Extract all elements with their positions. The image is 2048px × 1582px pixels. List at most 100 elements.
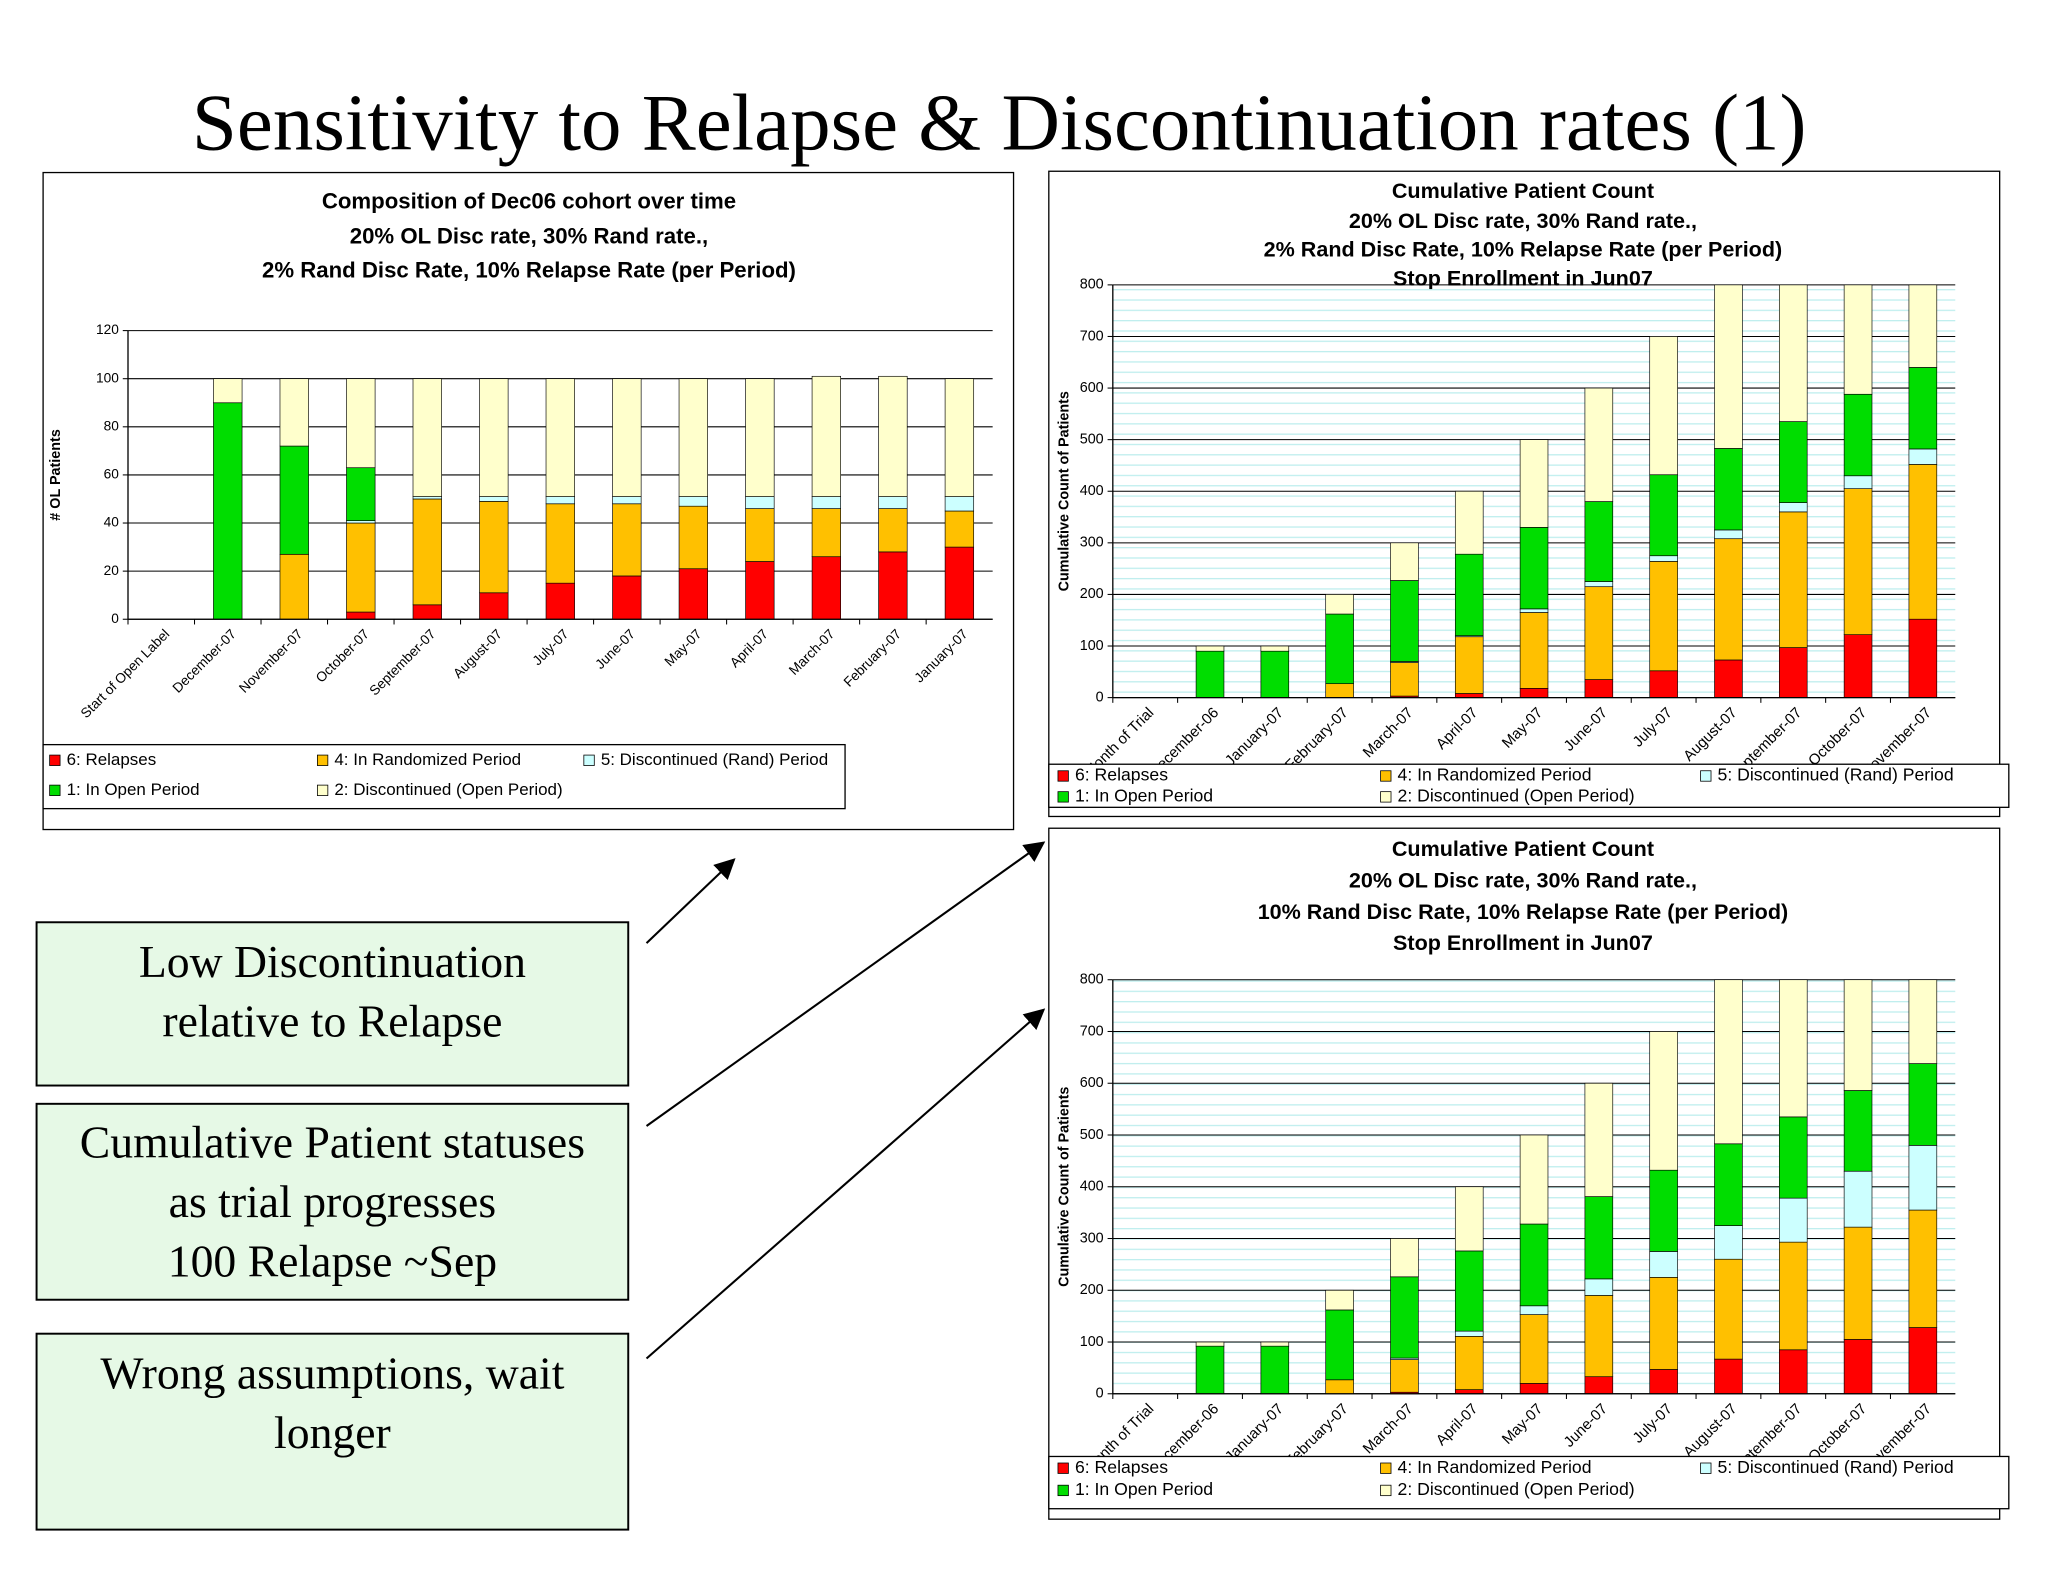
bar-segment bbox=[1843, 393, 1873, 477]
bar-segment bbox=[944, 546, 975, 620]
y-tick-label: 400 bbox=[1080, 1179, 1104, 1195]
bar-segment bbox=[1519, 608, 1549, 613]
y-tick-label: 40 bbox=[104, 515, 120, 530]
chart: Composition of Dec06 cohort over time 20%… bbox=[42, 171, 1015, 831]
bar-segment bbox=[1908, 367, 1938, 450]
chart-title: Stop Enrollment in Jun07 bbox=[1393, 930, 1653, 955]
bar-segment bbox=[1778, 511, 1808, 648]
bar-segment bbox=[1390, 662, 1419, 697]
bar-segment bbox=[1843, 634, 1873, 698]
chart: Cumulative Patient Count 20% OL Disc rate… bbox=[1048, 170, 2010, 818]
legend-box bbox=[1048, 1455, 2010, 1510]
bar-segment bbox=[678, 568, 708, 620]
legend-label: 5: Discontinued (Rand) Period bbox=[1718, 765, 1954, 785]
chart-frame bbox=[42, 171, 1015, 831]
bar-segment bbox=[1584, 1295, 1614, 1378]
y-tick-label: 700 bbox=[1080, 328, 1104, 344]
bar-segment bbox=[1519, 1314, 1549, 1384]
callout-box bbox=[35, 921, 630, 1087]
bar-segment bbox=[1649, 561, 1678, 672]
callout-text: longer bbox=[274, 1407, 391, 1458]
bar-segment bbox=[1260, 645, 1290, 652]
slide-title: Sensitivity to Relapse & Discontinuation… bbox=[192, 77, 1807, 167]
bar-segment bbox=[878, 375, 908, 497]
bar-segment bbox=[1714, 284, 1743, 449]
bar-segment bbox=[1325, 1309, 1354, 1381]
bar-segment bbox=[1195, 1341, 1225, 1347]
bar-segment bbox=[1390, 1238, 1419, 1278]
bar-segment bbox=[279, 378, 309, 447]
bar-segment bbox=[1519, 687, 1549, 698]
arrow bbox=[645, 841, 1046, 1127]
legend-swatch bbox=[49, 784, 61, 796]
bar-segment bbox=[1714, 1258, 1743, 1360]
chart-title: 20% OL Disc rate, 30% Rand rate., bbox=[350, 224, 708, 249]
bar-segment bbox=[1843, 284, 1873, 395]
bar-segment bbox=[1390, 1276, 1419, 1359]
bar-segment bbox=[1908, 1209, 1938, 1328]
chart-title: 2% Rand Disc Rate, 10% Relapse Rate (per… bbox=[262, 258, 796, 283]
y-tick-label: 800 bbox=[1080, 972, 1104, 988]
y-tick-label: 80 bbox=[104, 418, 120, 433]
bar-segment bbox=[1908, 979, 1938, 1064]
bar-segment bbox=[1843, 475, 1873, 489]
bar-segment bbox=[1649, 336, 1678, 476]
bar-segment bbox=[1454, 636, 1484, 694]
bar-segment bbox=[745, 378, 775, 497]
bar-segment bbox=[1843, 1170, 1873, 1228]
legend-swatch bbox=[1380, 1484, 1392, 1497]
bar-segment bbox=[412, 496, 442, 500]
legend-label: 6: Relapses bbox=[67, 750, 157, 769]
bar-segment bbox=[1778, 1116, 1808, 1199]
legend-label: 6: Relapses bbox=[1075, 765, 1168, 785]
bar-segment bbox=[1325, 1289, 1354, 1311]
bar-segment bbox=[1843, 979, 1873, 1091]
y-tick-label: 20 bbox=[104, 563, 120, 578]
y-tick-label: 200 bbox=[1080, 586, 1104, 602]
bar-segment bbox=[1260, 650, 1290, 698]
y-tick-label: 0 bbox=[111, 611, 119, 626]
bar-segment bbox=[1714, 1225, 1743, 1260]
bar-segment bbox=[1778, 1197, 1808, 1243]
bar-segment bbox=[1519, 439, 1549, 528]
bar-segment bbox=[745, 561, 775, 620]
callout-text: relative to Relapse bbox=[162, 996, 502, 1047]
bar-segment bbox=[1714, 529, 1743, 540]
callout-text: Cumulative Patient statuses bbox=[80, 1116, 585, 1167]
bar-segment bbox=[1584, 1196, 1614, 1280]
legend-swatch bbox=[1380, 770, 1392, 782]
bar-segment bbox=[1778, 502, 1808, 513]
chart-title: Cumulative Patient Count bbox=[1392, 178, 1654, 203]
bar-segment bbox=[1714, 538, 1743, 661]
callout-box bbox=[35, 1332, 630, 1531]
arrow bbox=[645, 858, 736, 944]
bar-segment bbox=[346, 520, 376, 524]
bar-segment bbox=[1908, 464, 1938, 620]
bar-segment bbox=[811, 508, 842, 558]
legend-label: 5: Discontinued (Rand) Period bbox=[601, 750, 828, 769]
y-tick-label: 100 bbox=[1080, 638, 1104, 654]
chart-title: Cumulative Patient Count bbox=[1392, 836, 1654, 861]
legend-swatch bbox=[1700, 770, 1712, 782]
bar-segment bbox=[1649, 1369, 1678, 1395]
bar-segment bbox=[1584, 387, 1614, 502]
bar-segment bbox=[213, 378, 243, 404]
bar-segment bbox=[1260, 1341, 1290, 1347]
y-axis-label: # OL Patients bbox=[48, 429, 64, 521]
bar-segment bbox=[412, 604, 442, 620]
bar-segment bbox=[1714, 979, 1743, 1145]
bar-segment bbox=[1908, 284, 1938, 368]
arrow bbox=[645, 1008, 1046, 1360]
chart: Cumulative Patient Count 20% OL Disc rate… bbox=[1048, 827, 2010, 1520]
bar-segment bbox=[1843, 1339, 1873, 1395]
bar-segment bbox=[878, 551, 908, 620]
y-axis-label: Cumulative Count of Patients bbox=[1056, 391, 1072, 591]
bar-segment bbox=[1649, 474, 1678, 557]
bar-segment bbox=[1649, 1276, 1678, 1370]
bar-segment bbox=[1584, 501, 1614, 582]
legend-label: 2: Discontinued (Open Period) bbox=[1398, 786, 1635, 806]
bar-segment bbox=[479, 378, 509, 497]
bar-segment bbox=[1584, 1376, 1614, 1395]
legend-swatch bbox=[1057, 770, 1069, 782]
bar-segment bbox=[1260, 1345, 1290, 1395]
